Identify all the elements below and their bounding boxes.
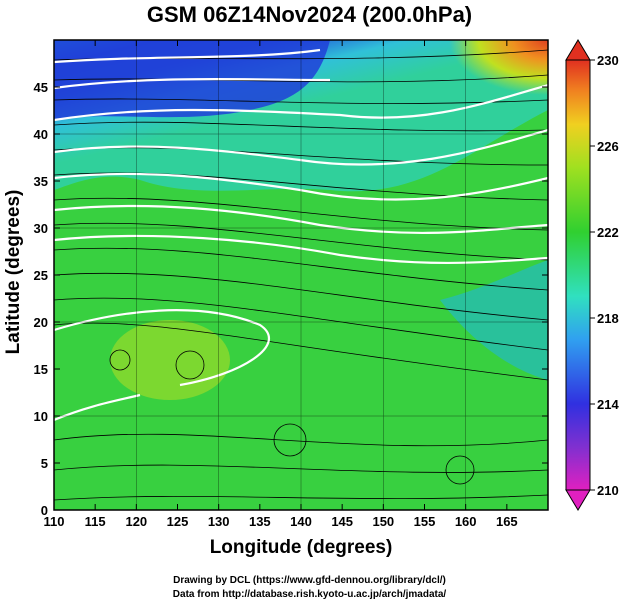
- y-tick-label: 35: [34, 174, 48, 189]
- colorbar-ticks: 210 214 218 222 226 230: [590, 53, 619, 498]
- y-tick-label: 40: [34, 127, 48, 142]
- colorbar-scale: [565, 59, 591, 491]
- height-contours: [54, 48, 548, 422]
- warm-region-northeast: [350, 40, 548, 150]
- x-tick-label: 150: [372, 514, 394, 529]
- x-tick-label: 115: [85, 514, 106, 529]
- figure-title: GSM 06Z14Nov2024 (200.0hPa): [146, 2, 473, 27]
- y-axis: 0 5 10 15 20 25 30 35 40 45: [34, 80, 548, 518]
- colorbar-tick-label: 222: [597, 225, 619, 240]
- y-tick-label: 20: [34, 315, 48, 330]
- colorbar: 210 214 218 222 226 230: [565, 39, 619, 511]
- y-tick-label: 30: [34, 221, 48, 236]
- x-tick-label: 140: [290, 514, 312, 529]
- x-tick-label: 165: [496, 514, 518, 529]
- x-axis-label: Longitude (degrees): [209, 537, 393, 558]
- colorbar-tick-label: 218: [597, 311, 619, 326]
- y-tick-label: 10: [34, 409, 48, 424]
- colorbar-tick-label: 214: [597, 397, 619, 412]
- x-tick-label: 135: [249, 514, 271, 529]
- x-tick-label: 110: [44, 514, 65, 529]
- y-tick-label: 5: [41, 456, 48, 471]
- colorbar-tick-label: 230: [597, 53, 619, 68]
- grid-lines: [54, 40, 548, 510]
- x-tick-label: 120: [125, 514, 147, 529]
- x-tick-label: 160: [455, 514, 477, 529]
- colorbar-tick-label: 226: [597, 139, 619, 154]
- credit-drawing: Drawing by DCL (https://www.gfd-dennou.o…: [173, 575, 446, 586]
- warm-patch-west: [110, 320, 230, 400]
- x-tick-label: 155: [414, 514, 436, 529]
- colorbar-min-arrow: [565, 489, 591, 511]
- cool-patch-east: [440, 260, 548, 380]
- x-tick-label: 125: [167, 514, 189, 529]
- colorbar-max-arrow: [565, 39, 591, 61]
- y-axis-label: Latitude (degrees): [3, 189, 24, 355]
- y-tick-label: 0: [41, 503, 48, 518]
- y-tick-label: 15: [34, 362, 48, 377]
- x-tick-label: 130: [208, 514, 230, 529]
- y-tick-label: 45: [34, 80, 48, 95]
- x-tick-label: 145: [331, 514, 353, 529]
- credit-data: Data from http://database.rish.kyoto-u.a…: [172, 589, 447, 600]
- colorbar-tick-label: 210: [597, 483, 619, 498]
- x-axis: 110 115 120 125 130 135 140 145 150 155 160 165: [44, 40, 518, 529]
- y-tick-label: 25: [34, 268, 48, 283]
